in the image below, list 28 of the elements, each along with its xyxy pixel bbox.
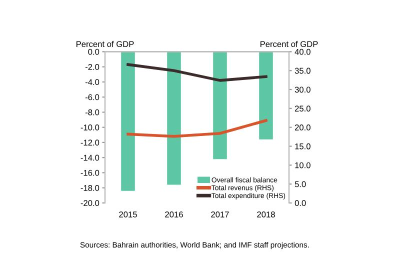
y-tick-label: -18.0 (80, 185, 100, 191)
y2-tick-label: 15.0 (295, 143, 310, 150)
y-axis-title: Percent of GDP (76, 40, 134, 48)
y2-tick-label: 20.0 (294, 124, 310, 130)
y-tick-label: -2.0 (85, 64, 100, 70)
y-tick-label: -8.0 (85, 109, 100, 116)
y2-tick-label: 30.0 (294, 86, 310, 93)
y-tick-label: -12.0 (80, 140, 100, 146)
y2-axis-title: Percent of GDP (260, 40, 318, 48)
y-tick-label: -20.0 (80, 200, 100, 206)
x-tick-label: 2017 (211, 212, 229, 218)
y-tick-label: -16.0 (80, 170, 100, 176)
y-tick-label: -14.0 (80, 154, 100, 161)
y2-tick-label: 40.0 (294, 48, 310, 55)
y2-tick-label: 35.0 (294, 68, 310, 74)
y-tick-label: -4.0 (85, 79, 100, 86)
y2-tick-label: 10.0 (295, 162, 310, 168)
y2-tick-label: 25.0 (294, 106, 310, 112)
x-tick-label: 2016 (165, 212, 183, 218)
y-tick-label: -10.0 (80, 124, 100, 130)
y2-tick-label: 0.0 (294, 200, 306, 206)
y2-tick-label: 5.0 (294, 181, 306, 188)
y-tick-label: -6.0 (85, 94, 100, 100)
line-series (126, 119, 268, 138)
line-series (126, 63, 268, 82)
x-tick-label: 2018 (257, 212, 275, 218)
x-tick-label: 2015 (119, 212, 137, 218)
y-tick-label: 0.0 (88, 48, 100, 55)
